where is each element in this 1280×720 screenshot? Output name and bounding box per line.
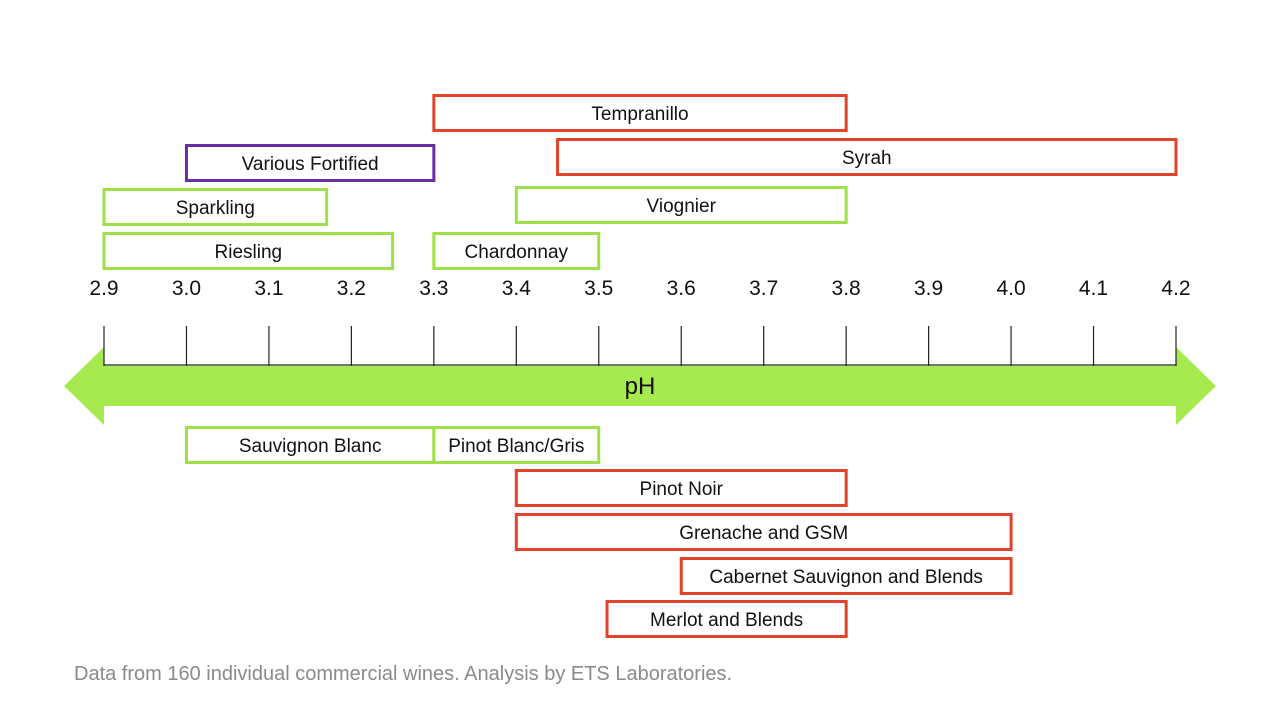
range-bar-box-pinot-blanc-gris xyxy=(432,426,601,464)
range-bar-box-viognier xyxy=(514,186,848,224)
axis-tick-label-3-2: 3.2 xyxy=(337,277,366,300)
wine-range-bars: Tempranillo Syrah Various Fortified Sparkli… xyxy=(102,94,1178,638)
axis-ticks xyxy=(103,326,1177,366)
range-bar-tempranillo: Tempranillo xyxy=(432,94,848,132)
axis-tick-label-2-9: 2.9 xyxy=(89,277,118,300)
axis-tick-label-3-0: 3.0 xyxy=(172,277,201,300)
axis-tick-label-4-2: 4.2 xyxy=(1161,277,1190,300)
ph-axis-arrow xyxy=(64,347,1216,425)
range-bar-label-merlot-and-blends: Merlot and Blends xyxy=(650,610,803,631)
range-bar-label-tempranillo: Tempranillo xyxy=(591,104,688,125)
axis-tick-label-3-6: 3.6 xyxy=(667,277,696,300)
axis-tick-label-3-7: 3.7 xyxy=(749,277,778,300)
range-bar-label-pinot-noir: Pinot Noir xyxy=(640,479,724,500)
range-bar-label-cabernet-sauvignon-and-blends: Cabernet Sauvignon and Blends xyxy=(709,567,983,588)
axis-tick-label-3-1: 3.1 xyxy=(254,277,283,300)
range-bar-syrah: Syrah xyxy=(556,138,1178,176)
range-bar-label-pinot-blanc-gris: Pinot Blanc/Gris xyxy=(448,436,584,457)
axis-tick-label-3-5: 3.5 xyxy=(584,277,613,300)
axis-tick-label-3-9: 3.9 xyxy=(914,277,943,300)
range-bar-label-various-fortified: Various Fortified xyxy=(242,154,379,175)
axis-tick-label-4-1: 4.1 xyxy=(1079,277,1108,300)
range-bar-box-sparkling xyxy=(102,188,329,226)
axis-tick-label-4-0: 4.0 xyxy=(996,277,1025,300)
range-bar-box-tempranillo xyxy=(432,94,848,132)
range-bar-box-grenache-and-gsm xyxy=(514,513,1013,551)
range-bar-box-chardonnay xyxy=(432,232,601,270)
source-caption: Data from 160 individual commercial wine… xyxy=(74,663,733,685)
range-bar-box-pinot-noir xyxy=(514,469,848,507)
range-bar-label-sauvignon-blanc: Sauvignon Blanc xyxy=(239,436,382,457)
range-bar-various-fortified: Various Fortified xyxy=(184,144,436,182)
range-bar-label-riesling: Riesling xyxy=(215,242,283,263)
ph-axis-arrow-shape xyxy=(64,347,1216,425)
axis-tick-label-3-4: 3.4 xyxy=(502,277,532,300)
range-bar-chardonnay: Chardonnay xyxy=(432,232,601,270)
range-bar-box-syrah xyxy=(556,138,1178,176)
range-bar-box-merlot-and-blends xyxy=(605,600,848,638)
range-bar-label-syrah: Syrah xyxy=(842,148,892,169)
range-bar-label-sparkling: Sparkling xyxy=(176,198,255,219)
range-bar-box-riesling xyxy=(102,232,395,270)
range-bar-sauvignon-blanc: Sauvignon Blanc xyxy=(184,426,436,464)
range-bar-label-chardonnay: Chardonnay xyxy=(465,242,569,263)
range-bar-sparkling: Sparkling xyxy=(102,188,329,226)
axis-tick-label-3-3: 3.3 xyxy=(419,277,448,300)
range-bar-cabernet-sauvignon-and-blends: Cabernet Sauvignon and Blends xyxy=(679,557,1013,595)
range-bar-merlot-and-blends: Merlot and Blends xyxy=(605,600,848,638)
axis-title: pH xyxy=(625,373,656,400)
range-bar-label-grenache-and-gsm: Grenache and GSM xyxy=(679,523,848,544)
range-bar-label-viognier: Viognier xyxy=(647,196,717,217)
range-bar-box-various-fortified xyxy=(184,144,436,182)
range-bar-box-sauvignon-blanc xyxy=(184,426,436,464)
range-bar-viognier: Viognier xyxy=(514,186,848,224)
range-bar-box-cabernet-sauvignon-and-blends xyxy=(679,557,1013,595)
axis-tick-label-3-8: 3.8 xyxy=(832,277,861,300)
range-bar-riesling: Riesling xyxy=(102,232,395,270)
range-bar-grenache-and-gsm: Grenache and GSM xyxy=(514,513,1013,551)
range-bar-pinot-noir: Pinot Noir xyxy=(514,469,848,507)
axis-tick-labels: 2.9 3.0 3.1 3.2 3.3 3.4 3.5 3.6 3.7 3.8 3.9 4.0 4.1 4… xyxy=(89,277,1190,300)
range-bar-pinot-blanc-gris: Pinot Blanc/Gris xyxy=(432,426,601,464)
